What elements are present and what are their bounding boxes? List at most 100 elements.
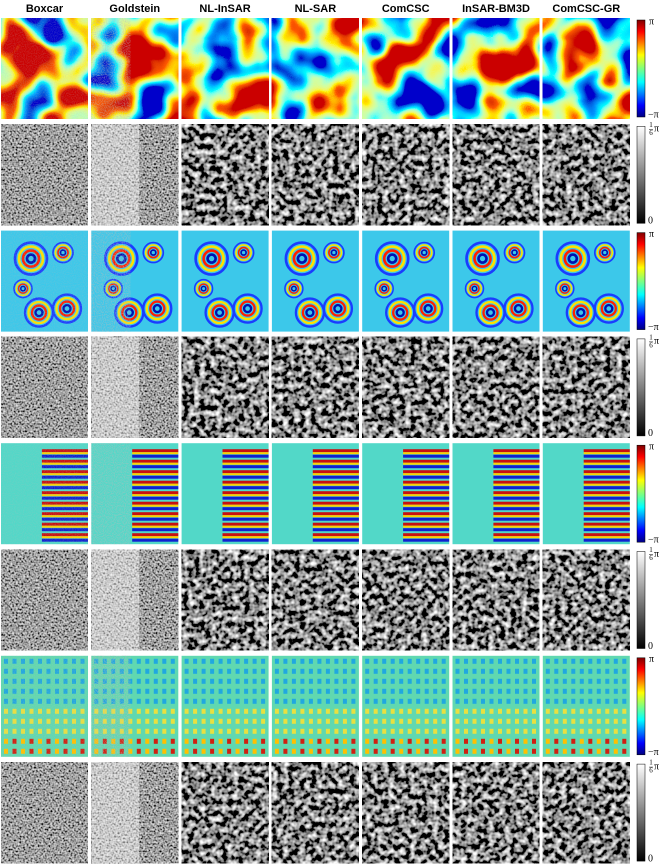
- phase-fringe: [386, 253, 398, 264]
- phase-dot: [325, 748, 330, 754]
- phase-dot: [308, 748, 313, 754]
- phase-dot: [136, 748, 141, 754]
- phase-dot: [424, 738, 429, 744]
- phase-fringe: [240, 249, 247, 256]
- phase-fringe: [477, 253, 488, 264]
- phase-fringe: [376, 281, 392, 297]
- phase-dot: [252, 728, 257, 734]
- phase-dot: [489, 668, 494, 674]
- phase-dot: [399, 708, 404, 714]
- phase-dot: [373, 658, 378, 664]
- phase-dot: [455, 718, 460, 724]
- phase-dot: [424, 668, 429, 674]
- phase-fringe: [142, 241, 165, 264]
- phase-dot: [317, 668, 322, 674]
- phase-dot: [596, 708, 601, 714]
- phase-dot: [184, 738, 189, 744]
- phase-dot: [325, 698, 330, 704]
- phase-dot: [515, 688, 519, 694]
- phase-fringe: [222, 496, 269, 500]
- phase-fringe: [469, 283, 480, 294]
- phase-fringe: [493, 462, 540, 465]
- error-image: [91, 336, 179, 438]
- phase-dot: [261, 728, 266, 734]
- phase-fringe: [206, 253, 217, 264]
- phase-fringe: [329, 300, 347, 317]
- phase-dot: [317, 748, 322, 754]
- phase-dot: [351, 718, 356, 724]
- phase-dot: [613, 668, 618, 674]
- phase-dot: [562, 718, 567, 724]
- phase-dot: [399, 728, 404, 734]
- phase-fringe: [222, 494, 269, 497]
- phase-fringe: [493, 536, 540, 539]
- phase-dot: [261, 668, 266, 674]
- phase-fringe: [583, 515, 630, 518]
- phase-dot: [622, 748, 627, 754]
- phase-dot: [145, 728, 150, 734]
- phase-dot: [136, 698, 141, 704]
- phase-dot: [373, 728, 378, 734]
- phase-fringe: [583, 465, 630, 469]
- phase-fringe: [288, 283, 300, 294]
- phase-dot: [613, 688, 618, 694]
- phase-fringe: [378, 245, 406, 272]
- phase-dot: [184, 718, 189, 724]
- phase-dot: [235, 698, 240, 704]
- phase-fringe: [420, 249, 428, 256]
- phase-fringe: [493, 483, 540, 486]
- error-image: [1, 762, 88, 864]
- phase-fringe: [583, 475, 630, 479]
- phase-dot: [334, 748, 339, 754]
- phase-dot: [300, 668, 305, 674]
- error-haze: [91, 336, 140, 438]
- phase-dot: [407, 748, 412, 754]
- phase-dot: [498, 678, 502, 684]
- phase-dot: [399, 738, 404, 744]
- phase-dot: [210, 748, 215, 754]
- phase-dot: [622, 668, 627, 674]
- phase-dot: [433, 658, 438, 664]
- phase-fringe: [423, 303, 433, 314]
- phase-fringe: [583, 525, 630, 528]
- phase-fringe: [600, 300, 617, 317]
- phase-dot: [308, 668, 313, 674]
- phase-dot: [545, 688, 550, 694]
- phase-dot: [283, 698, 288, 704]
- phase-dot: [596, 748, 601, 754]
- phase-fringe: [478, 300, 503, 325]
- phase-dot: [579, 668, 584, 674]
- phase-fringe: [312, 501, 359, 505]
- phase-dot: [184, 688, 189, 694]
- phase-dot: [252, 718, 257, 724]
- phase-fringe: [413, 241, 436, 264]
- phase-fringe: [583, 462, 630, 465]
- phase-noise: [1, 230, 88, 332]
- phase-fringe: [557, 281, 573, 297]
- phase-fringe: [312, 494, 359, 497]
- phase-dot: [162, 678, 167, 684]
- phase-dot: [464, 748, 468, 754]
- phase-fringe: [493, 528, 540, 532]
- phase-dot: [274, 708, 279, 714]
- phase-fringe: [493, 454, 540, 458]
- phase-dot: [382, 698, 387, 704]
- phase-fringe: [593, 241, 616, 264]
- phase-dot: [613, 708, 618, 714]
- phase-dot: [523, 658, 528, 664]
- phase-dot: [193, 678, 198, 684]
- phase-dot: [416, 658, 421, 664]
- phase-dot: [334, 698, 339, 704]
- phase-fringe: [493, 465, 540, 469]
- phase-dot: [201, 728, 206, 734]
- phase-fringe: [403, 491, 450, 495]
- colorbar-bottom-label: −π: [648, 747, 659, 758]
- phase-fringe: [576, 307, 586, 318]
- error-image: [452, 124, 540, 226]
- phase-dot: [515, 708, 519, 714]
- phase-dot: [532, 748, 536, 754]
- phase-dot: [244, 738, 249, 744]
- phase-fringe: [604, 303, 614, 314]
- phase-dot: [342, 658, 347, 664]
- phase-dot: [300, 728, 305, 734]
